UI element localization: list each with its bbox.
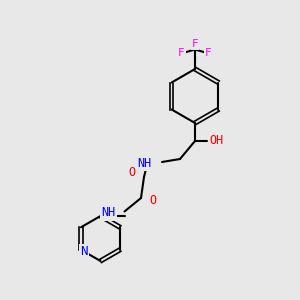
Text: F: F (178, 47, 185, 58)
Text: F: F (192, 38, 198, 49)
Text: F: F (205, 47, 212, 58)
Text: O: O (128, 166, 136, 179)
Text: N: N (80, 245, 88, 258)
Text: NH: NH (101, 206, 116, 220)
Text: O: O (149, 194, 157, 208)
Text: NH: NH (137, 157, 152, 170)
Text: OH: OH (209, 134, 223, 148)
